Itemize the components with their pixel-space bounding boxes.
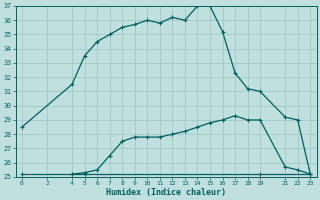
X-axis label: Humidex (Indice chaleur): Humidex (Indice chaleur) — [106, 188, 226, 197]
